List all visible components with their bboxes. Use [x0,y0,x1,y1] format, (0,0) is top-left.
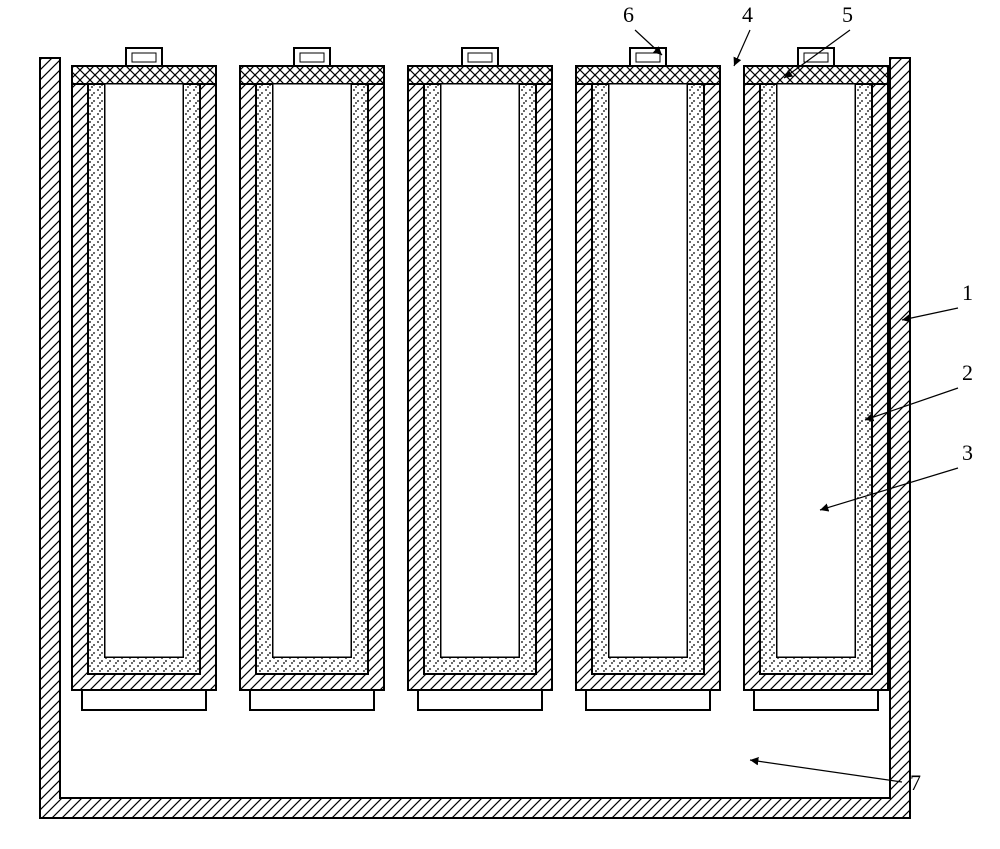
cell-cavity [441,84,519,657]
cell-4 [576,48,720,710]
label-number: 7 [910,770,921,795]
cell-5 [744,48,888,710]
cell-foot [82,690,206,710]
cell-lid [744,66,888,84]
cell-3 [408,48,552,710]
cell-2 [240,48,384,710]
cell-cavity [273,84,351,657]
cell-handle [126,48,162,66]
cell-lid [72,66,216,84]
cell-lid [408,66,552,84]
label-number: 4 [742,2,753,27]
cell-1 [72,48,216,710]
cell-handle [294,48,330,66]
cell-lid [576,66,720,84]
cell-cavity [609,84,687,657]
cell-foot [754,690,878,710]
cell-foot [250,690,374,710]
leader-line [734,30,750,66]
label-number: 2 [962,360,973,385]
cell-foot [418,690,542,710]
label-number: 1 [962,280,973,305]
cell-handle [630,48,666,66]
label-number: 3 [962,440,973,465]
label-number: 5 [842,2,853,27]
cell-cavity [105,84,183,657]
cell-lid [240,66,384,84]
leader-line [750,760,902,782]
diagram-stage: 6 4 5 1 2 3 7 [0,0,1000,849]
leader-line [635,30,662,55]
cell-foot [586,690,710,710]
cell-cavity [777,84,855,657]
label-number: 6 [623,2,634,27]
diagram-svg: 6 4 5 1 2 3 7 [0,0,1000,849]
cell-handle [462,48,498,66]
